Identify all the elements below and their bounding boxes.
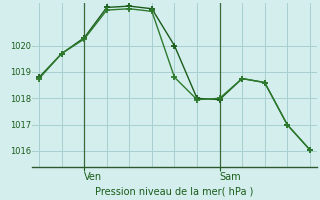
X-axis label: Pression niveau de la mer( hPa ): Pression niveau de la mer( hPa ) (95, 187, 254, 197)
